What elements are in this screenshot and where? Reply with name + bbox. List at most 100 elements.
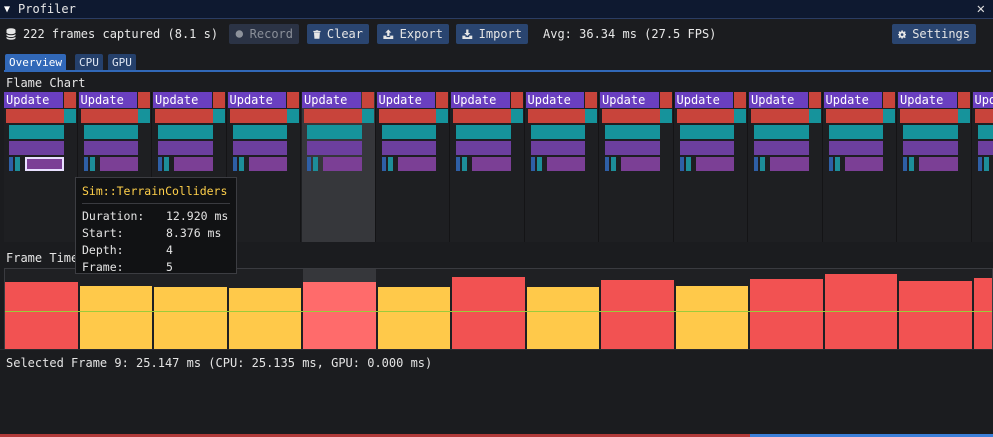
flame-frame-column[interactable]: Update — [153, 92, 227, 242]
flame-update-tail[interactable] — [63, 92, 76, 108]
flame-frame-column[interactable]: Update — [302, 92, 376, 242]
flame-red-bar[interactable] — [378, 109, 436, 123]
flame-child-small-2[interactable] — [685, 157, 691, 171]
clear-button[interactable]: Clear — [307, 24, 369, 44]
frame-time-bar[interactable] — [303, 282, 376, 349]
flame-update-bar[interactable]: Update — [823, 92, 882, 108]
flame-teal-tail[interactable] — [212, 109, 225, 123]
frame-time-bar[interactable] — [899, 281, 972, 349]
flame-purple-bar[interactable] — [977, 141, 993, 155]
flame-red-bar[interactable] — [229, 109, 287, 123]
frame-time-bar[interactable] — [154, 287, 227, 349]
flame-frame-column[interactable]: Update — [376, 92, 450, 242]
flame-teal-bar[interactable] — [903, 125, 958, 139]
flame-update-tail[interactable] — [436, 92, 448, 108]
flame-child-small-1[interactable] — [456, 157, 460, 171]
flame-child-small-1[interactable] — [530, 157, 535, 171]
flame-teal-bar[interactable] — [232, 125, 287, 139]
flame-frame-column[interactable]: Update — [451, 92, 525, 242]
flame-update-bar[interactable]: Update — [451, 92, 510, 108]
flame-frame-column[interactable]: Update — [78, 92, 152, 242]
flame-red-bar[interactable] — [6, 109, 64, 123]
flame-red-bar[interactable] — [527, 109, 585, 123]
flame-teal-bar[interactable] — [9, 125, 64, 139]
frame-time-bar[interactable] — [750, 279, 823, 349]
flame-child-small-1[interactable] — [977, 157, 982, 171]
export-button[interactable]: Export — [377, 24, 449, 44]
flame-teal-bar[interactable] — [158, 125, 213, 139]
flame-child-small-1[interactable] — [307, 157, 311, 171]
flame-red-bar[interactable] — [453, 109, 511, 123]
flame-child-small-2[interactable] — [238, 157, 244, 171]
flame-red-bar[interactable] — [602, 109, 660, 123]
flame-child-small-2[interactable] — [536, 157, 542, 171]
flame-teal-tail[interactable] — [734, 109, 746, 123]
flame-frame-column[interactable]: Update — [4, 92, 78, 242]
flame-child-small-2[interactable] — [387, 157, 393, 171]
frame-time-bar[interactable] — [228, 288, 301, 349]
record-button[interactable]: Record — [229, 24, 299, 44]
flame-frame-column[interactable]: Update — [898, 92, 972, 242]
flame-purple-bar[interactable] — [456, 141, 511, 155]
flame-child-small-1[interactable] — [9, 157, 13, 171]
flame-child-small-1[interactable] — [828, 157, 833, 171]
flame-update-bar[interactable]: Update — [674, 92, 733, 108]
flame-frame-column[interactable]: Update — [972, 92, 993, 242]
flame-update-tail[interactable] — [510, 92, 523, 108]
flame-teal-bar[interactable] — [307, 125, 362, 139]
flame-frame-column[interactable]: Update — [600, 92, 674, 242]
flame-red-bar[interactable] — [974, 109, 993, 123]
frame-time-bar[interactable] — [5, 282, 78, 349]
flame-purple-bar[interactable] — [83, 141, 138, 155]
frame-time-bar[interactable] — [377, 287, 450, 349]
window-titlebar[interactable]: ▼ Profiler ✕ — [0, 0, 993, 19]
flame-child-bar[interactable] — [174, 157, 213, 171]
flame-child-small-2[interactable] — [15, 157, 20, 171]
flame-child-small-2[interactable] — [164, 157, 169, 171]
import-button[interactable]: Import — [456, 24, 528, 44]
flame-purple-bar[interactable] — [605, 141, 660, 155]
flame-update-bar[interactable]: Update — [525, 92, 584, 108]
flame-purple-bar[interactable] — [381, 141, 436, 155]
flame-red-bar[interactable] — [751, 109, 809, 123]
flame-child-small-1[interactable] — [605, 157, 609, 171]
frame-time-bar[interactable] — [675, 286, 748, 349]
flame-teal-tail[interactable] — [138, 109, 150, 123]
flame-child-small-2[interactable] — [760, 157, 765, 171]
flame-child-bar[interactable] — [25, 157, 64, 171]
tab-overview[interactable]: Overview — [5, 54, 66, 70]
flame-frame-column[interactable]: Update — [674, 92, 748, 242]
flame-child-small-2[interactable] — [313, 157, 318, 171]
flame-update-tail[interactable] — [361, 92, 374, 108]
flame-update-bar[interactable]: Update — [749, 92, 808, 108]
tab-cpu[interactable]: CPU — [75, 54, 103, 70]
flame-purple-bar[interactable] — [903, 141, 958, 155]
flame-child-small-1[interactable] — [83, 157, 88, 171]
flame-child-bar[interactable] — [770, 157, 809, 171]
flame-update-tail[interactable] — [138, 92, 150, 108]
flame-child-bar[interactable] — [472, 157, 511, 171]
flame-purple-bar[interactable] — [9, 141, 64, 155]
flame-teal-bar[interactable] — [977, 125, 993, 139]
flame-update-tail[interactable] — [212, 92, 225, 108]
flame-teal-bar[interactable] — [456, 125, 511, 139]
flame-child-small-1[interactable] — [232, 157, 237, 171]
flame-update-tail[interactable] — [585, 92, 597, 108]
flame-child-small-1[interactable] — [903, 157, 907, 171]
flame-teal-tail[interactable] — [436, 109, 448, 123]
flame-purple-bar[interactable] — [530, 141, 585, 155]
flame-update-bar[interactable]: Update — [78, 92, 137, 108]
frame-time-bar[interactable] — [79, 286, 152, 349]
flame-red-bar[interactable] — [155, 109, 213, 123]
frame-time-bar[interactable] — [452, 277, 525, 349]
flame-child-bar[interactable] — [695, 157, 734, 171]
flame-red-bar[interactable] — [825, 109, 883, 123]
flame-update-tail[interactable] — [734, 92, 746, 108]
settings-button[interactable]: Settings — [892, 24, 976, 44]
flame-teal-tail[interactable] — [287, 109, 299, 123]
collapse-arrow-icon[interactable]: ▼ — [4, 3, 11, 15]
flame-child-small-2[interactable] — [462, 157, 467, 171]
flame-purple-bar[interactable] — [307, 141, 362, 155]
flame-child-small-2[interactable] — [834, 157, 840, 171]
flame-frame-column[interactable]: Update — [749, 92, 823, 242]
